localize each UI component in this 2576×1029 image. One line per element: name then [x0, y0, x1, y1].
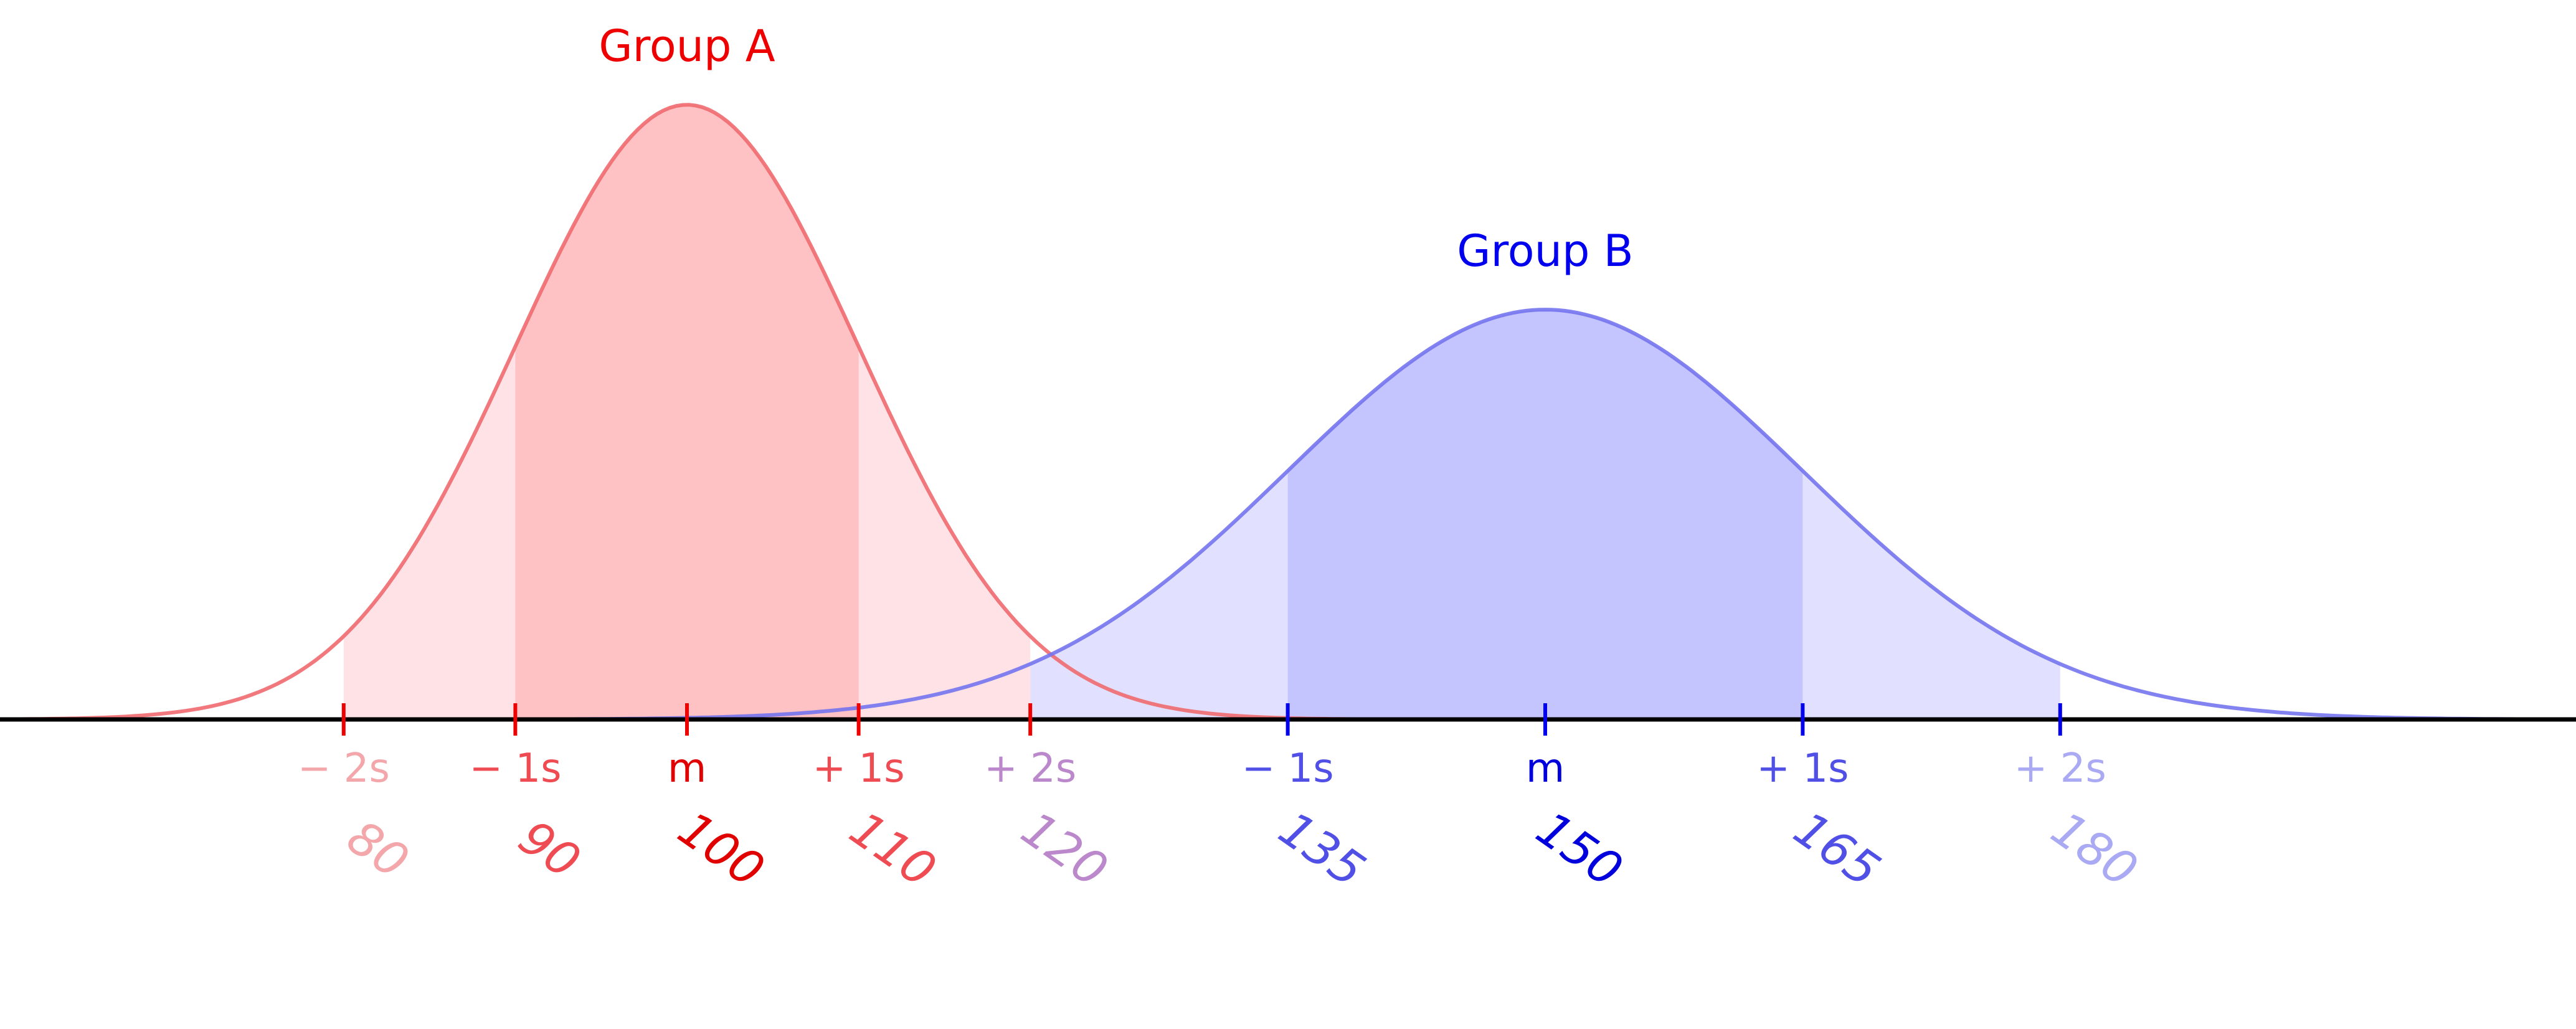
group-b-title: Group B: [1457, 225, 1633, 277]
group-a-sigma-label-3: + 1s: [813, 746, 905, 792]
group-b-one-sigma-fill: [1287, 310, 1803, 720]
group-a-sigma-label-4: + 2s: [984, 746, 1076, 792]
group-b-density-curve: [0, 308, 2576, 721]
group-a-one-sigma-fill: [515, 105, 859, 720]
group-a-sigma-label-0: − 2s: [298, 746, 390, 792]
group-a-value-label-2: 100: [668, 800, 774, 898]
group-b-sigma-label-2: + 1s: [1756, 746, 1849, 792]
axis-ticks: [341, 703, 2062, 736]
group-a-sigma-label-2: m: [668, 746, 706, 792]
shaded-regions: [343, 105, 2060, 720]
group-titles: Group A Group B: [599, 21, 1633, 277]
group-a-value-label-1: 90: [509, 809, 590, 889]
group-a-title: Group A: [599, 21, 775, 72]
group-b-value-label-0: 135: [1269, 800, 1375, 898]
tick-labels: − 2s 80 − 1s 90 m 100 + 1s 110 + 2s 120 − 1s 135 m 15…: [298, 746, 2147, 898]
group-b-value-label-1: 150: [1527, 800, 1632, 898]
group-b-value-label-3: 180: [2042, 800, 2147, 898]
group-a-sigma-label-1: − 1s: [469, 746, 561, 792]
group-b-sigma-label-0: − 1s: [1242, 746, 1334, 792]
group-b-value-label-2: 165: [1784, 800, 1890, 898]
group-a-value-label-3: 110: [840, 800, 946, 898]
group-b-sigma-label-3: + 2s: [2014, 746, 2106, 792]
group-a-value-label-4: 120: [1011, 800, 1117, 898]
group-b-sigma-label-1: m: [1526, 746, 1565, 792]
group-a-value-label-0: 80: [338, 809, 419, 889]
